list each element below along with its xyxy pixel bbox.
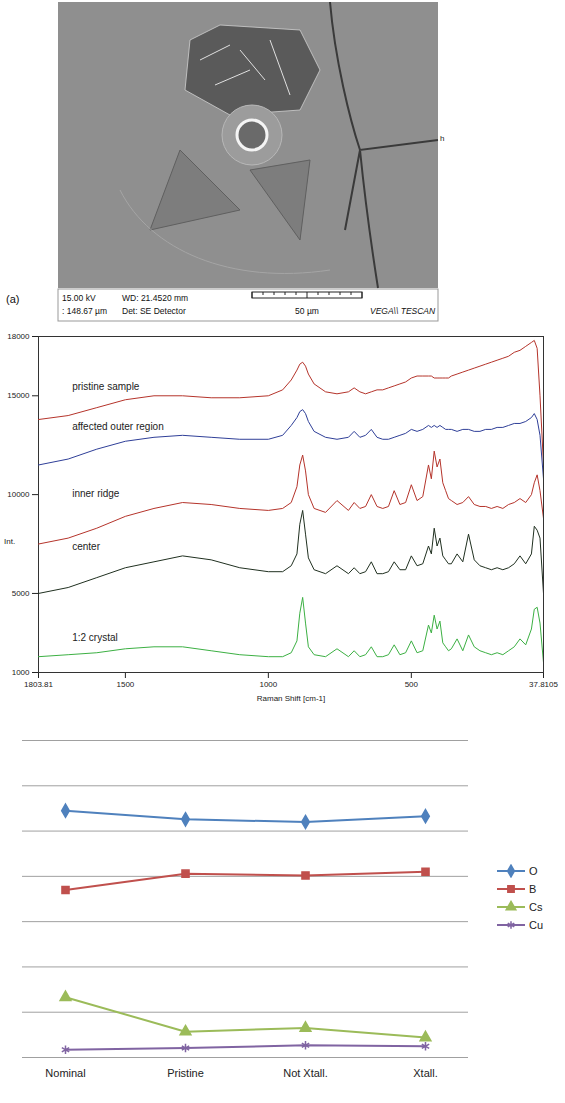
svg-text:1:2 crystal: 1:2 crystal [72,632,118,643]
svg-text:37.8105: 37.8105 [529,680,558,689]
svg-text:50 µm: 50 µm [295,306,319,316]
svg-text:18000: 18000 [7,332,30,341]
svg-text:5000: 5000 [12,589,30,598]
svg-text:Det: SE Detector: Det: SE Detector [122,306,186,316]
svg-text:1803.81: 1803.81 [24,680,53,689]
svg-text:15.00 kV: 15.00 kV [62,293,96,303]
svg-text:VEGA\\ TESCAN: VEGA\\ TESCAN [370,306,436,316]
html-text:Int.: Int. [4,537,16,546]
svg-text:h: h [440,134,444,143]
svg-text:Nominal: Nominal [45,1067,85,1079]
svg-text:pristine sample: pristine sample [72,381,140,392]
svg-text:15000: 15000 [7,391,30,400]
svg-text:Not Xtall.: Not Xtall. [283,1067,328,1079]
svg-text:10000: 10000 [7,490,30,499]
svg-text:500: 500 [405,680,419,689]
svg-text:center: center [72,541,100,552]
svg-text:: 148.67 µm: : 148.67 µm [62,306,107,316]
svg-text:WD: 21.4520 mm: WD: 21.4520 mm [122,293,188,303]
svg-text:1000: 1000 [12,668,30,677]
svg-text:affected outer region: affected outer region [72,421,164,432]
svg-text:1000: 1000 [259,680,277,689]
svg-text:Raman Shift [cm-1]: Raman Shift [cm-1] [257,694,325,703]
svg-text:inner ridge: inner ridge [72,488,120,499]
svg-text:Pristine: Pristine [167,1067,204,1079]
html-text:Cs: Cs [529,901,543,913]
svg-text:Xtall.: Xtall. [413,1067,437,1079]
svg-text:(a): (a) [6,293,19,305]
svg-text:1500: 1500 [116,680,134,689]
html-text:O: O [529,865,538,877]
html-text:Cu: Cu [529,919,544,931]
html-text:B: B [529,883,537,895]
